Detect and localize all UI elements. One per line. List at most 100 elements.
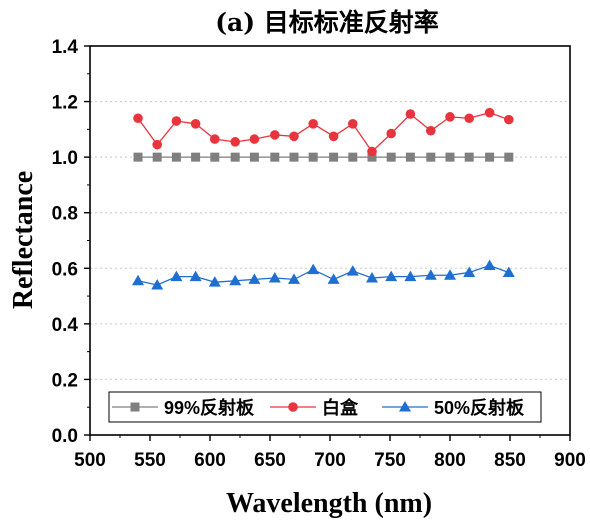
data-point: [289, 131, 299, 142]
data-point: [270, 130, 280, 140]
legend-entry: 99%反射板: [112, 397, 255, 418]
x-axis-title: Wavelength (nm): [226, 488, 432, 519]
data-point: [348, 119, 358, 129]
data-point: [502, 266, 515, 277]
legend-entry: 白盒: [270, 397, 359, 418]
data-point: [270, 152, 280, 162]
y-tick-label: 1.0: [52, 148, 78, 169]
data-point: [210, 134, 220, 144]
y-tick-label: 0.6: [52, 259, 78, 280]
legend-box: [108, 391, 542, 423]
data-point: [405, 109, 416, 119]
data-point: [288, 273, 300, 284]
data-point: [191, 152, 201, 162]
data-point: [152, 152, 162, 162]
y-tick-label: 0.4: [52, 315, 79, 336]
legend-entry: 50%反射板: [382, 397, 525, 418]
x-tick-label: 600: [194, 450, 226, 471]
data-point: [463, 266, 476, 277]
data-point: [308, 152, 318, 162]
y-tick-label: 1.2: [52, 93, 78, 114]
x-tick-label: 550: [134, 450, 166, 471]
data-point: [210, 152, 220, 162]
data-point: [464, 113, 475, 124]
data-point: [307, 263, 320, 275]
data-point: [367, 152, 377, 162]
data-point: [208, 276, 221, 287]
data-point: [329, 152, 339, 162]
data-point: [133, 152, 143, 162]
legend-marker: [288, 402, 298, 412]
data-point: [189, 270, 202, 282]
legend-label: 99%反射板: [164, 397, 255, 418]
data-point: [132, 274, 144, 286]
data-point: [386, 128, 397, 139]
data-point: [327, 273, 340, 284]
data-point: [289, 152, 299, 162]
data-point: [367, 146, 377, 157]
data-point: [308, 119, 319, 129]
y-tick-label: 1.4: [52, 37, 79, 58]
data-point: [385, 270, 398, 282]
legend-marker: [130, 402, 140, 412]
data-point: [426, 152, 436, 162]
legend-label: 50%反射板: [434, 397, 525, 418]
data-point: [346, 265, 359, 276]
x-tick-label: 900: [554, 450, 586, 471]
data-point: [444, 269, 456, 280]
x-axis: 500 550 600 650 700 750 800 850 900: [74, 435, 586, 471]
y-tick-label: 0.2: [52, 370, 78, 391]
series-layer: [132, 107, 515, 290]
data-point: [151, 278, 164, 290]
data-point: [445, 152, 455, 162]
data-point: [171, 116, 182, 126]
data-point: [170, 270, 183, 282]
series-1: [133, 152, 514, 162]
data-point: [404, 270, 417, 282]
y-axis-title: Reflectance: [8, 171, 39, 309]
data-point: [485, 152, 495, 162]
series-3: [132, 259, 515, 290]
chart-title: (a) 目标标准反射率: [215, 8, 439, 37]
legend-marker: [399, 401, 411, 412]
data-point: [268, 272, 281, 283]
legend: 99%反射板 白盒 50%反射板: [108, 391, 542, 423]
data-point: [445, 112, 455, 122]
data-point: [424, 269, 437, 280]
data-point: [328, 131, 339, 142]
gridlines: [90, 101, 570, 380]
y-axis: 0.0 0.2 0.4 0.6 0.8 1.0 1.2 1.4: [52, 37, 90, 447]
x-tick-label: 750: [374, 450, 406, 471]
x-tick-label: 700: [314, 450, 346, 471]
data-point: [230, 152, 240, 162]
y-tick-label: 0.0: [52, 426, 78, 447]
data-point: [464, 152, 474, 162]
data-point: [504, 152, 514, 162]
data-point: [171, 152, 181, 162]
x-tick-label: 850: [494, 450, 526, 471]
data-point: [348, 152, 358, 162]
data-point: [249, 152, 259, 162]
data-point: [190, 119, 201, 129]
data-point: [230, 137, 240, 147]
data-point: [386, 152, 396, 162]
data-point: [229, 274, 242, 286]
data-point: [249, 134, 260, 144]
data-point: [248, 273, 261, 284]
data-point: [405, 152, 415, 162]
plot-area-frame: [89, 45, 571, 436]
x-tick-label: 800: [434, 450, 466, 471]
data-point: [426, 125, 436, 136]
data-point: [366, 272, 378, 283]
series-2: [133, 107, 514, 157]
x-tick-label: 650: [254, 450, 286, 471]
data-point: [484, 107, 495, 118]
x-tick-label: 500: [74, 450, 106, 471]
y-tick-label: 0.8: [52, 204, 78, 225]
data-point: [504, 114, 514, 125]
data-point: [133, 113, 143, 124]
legend-label: 白盒: [322, 397, 359, 418]
data-point: [483, 259, 496, 271]
data-point: [152, 139, 162, 150]
